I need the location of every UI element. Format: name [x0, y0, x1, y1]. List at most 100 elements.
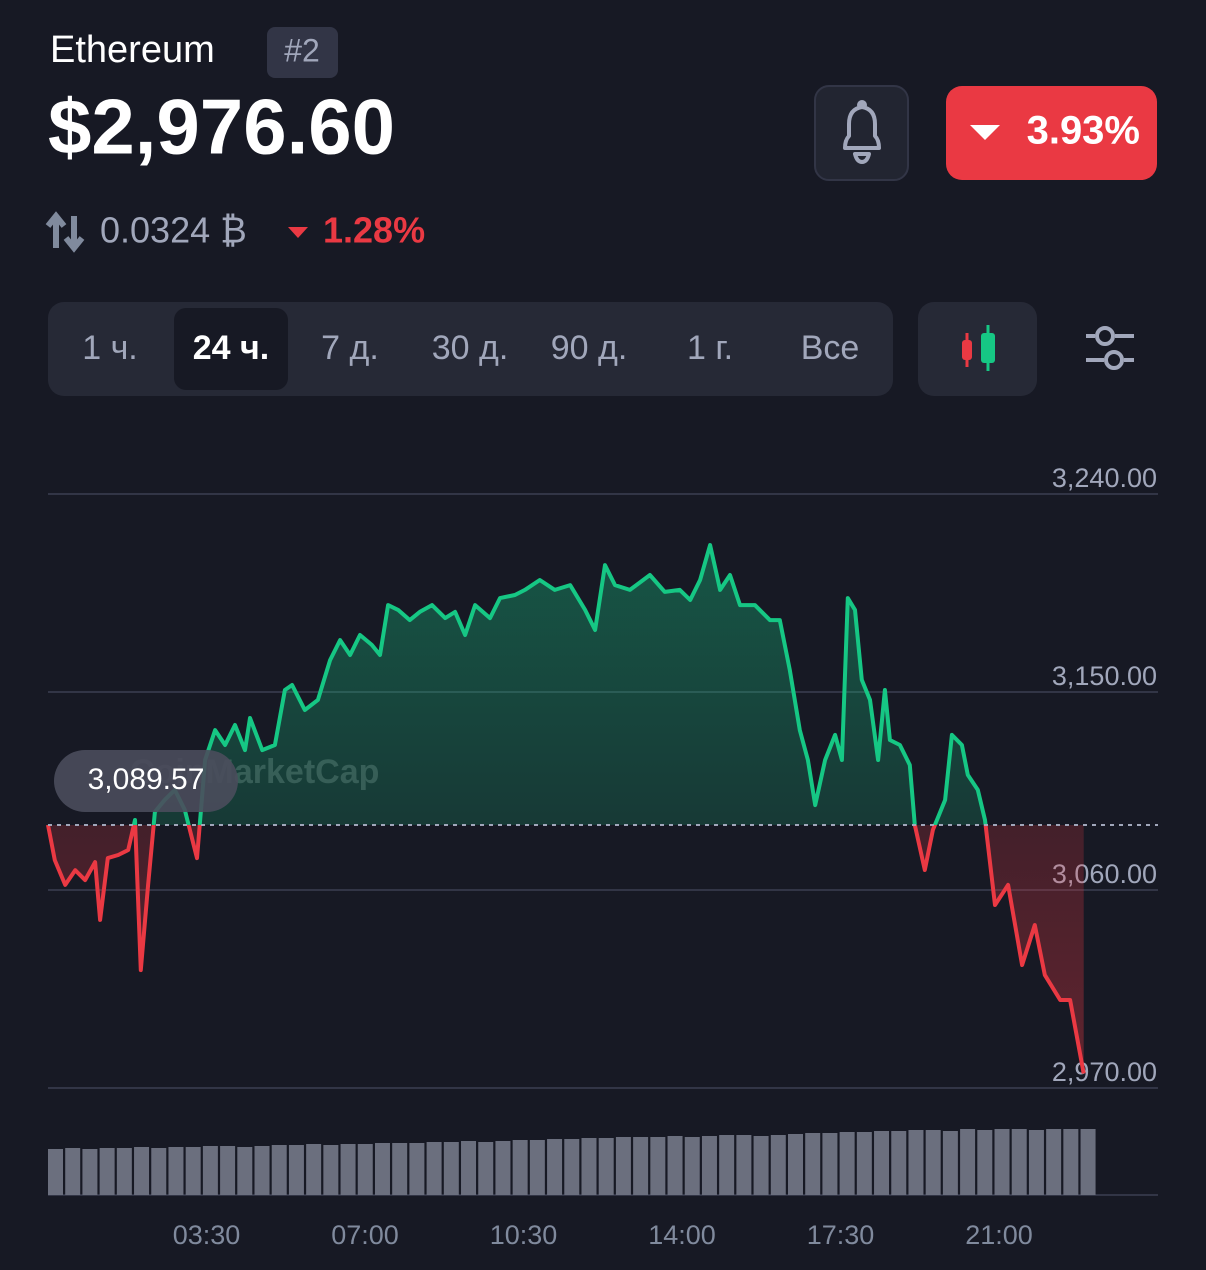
tab[interactable]: 24 ч. — [174, 308, 288, 390]
volume-bar — [1063, 1129, 1079, 1195]
x-tick-label: 21:00 — [965, 1220, 1033, 1250]
volume-bar — [960, 1129, 976, 1195]
tab[interactable]: Все — [801, 329, 860, 367]
tab[interactable]: 90 д. — [551, 329, 628, 367]
volume-bar — [615, 1137, 631, 1195]
volume-bar — [478, 1142, 494, 1195]
volume-bar — [271, 1145, 287, 1195]
volume-bar — [82, 1149, 98, 1195]
volume-bar — [581, 1138, 597, 1195]
badge-bg — [946, 86, 1157, 180]
volume-bar — [598, 1138, 614, 1195]
volume-bar — [306, 1144, 322, 1195]
tab-label: 90 д. — [551, 329, 628, 367]
volume-bar — [839, 1132, 855, 1195]
volume-bar — [753, 1136, 769, 1195]
volume-bar — [684, 1137, 700, 1195]
y-tick-label: 2,970.00 — [1052, 1057, 1157, 1087]
x-tick-label: 10:30 — [490, 1220, 558, 1250]
tab[interactable]: 1 ч. — [82, 329, 138, 367]
down-triangle — [970, 125, 1000, 140]
down-triangle — [288, 227, 308, 238]
volume-bar — [202, 1146, 218, 1195]
price: $2,976.60 — [48, 83, 395, 171]
volume-bar — [340, 1144, 356, 1195]
rank-badge — [267, 27, 338, 78]
volume-bar — [495, 1141, 511, 1195]
volume-bar — [788, 1134, 803, 1195]
volume-bar — [1011, 1129, 1027, 1195]
volume-bar — [409, 1143, 425, 1195]
x-tick-label: 17:30 — [807, 1220, 875, 1250]
volume-bar — [633, 1137, 649, 1195]
tab-active-bg — [174, 308, 288, 390]
settings-button[interactable] — [1086, 326, 1134, 370]
tab-label: Все — [801, 329, 860, 367]
tab-label: 1 ч. — [82, 329, 138, 367]
volume-bar — [99, 1148, 115, 1195]
volume-bar — [116, 1148, 132, 1195]
volume-bar — [357, 1144, 373, 1195]
volume-bar — [736, 1135, 752, 1195]
volume-bar — [891, 1131, 907, 1195]
volume-bar — [1046, 1129, 1062, 1195]
volume-bar — [822, 1133, 838, 1195]
coin-name: Ethereum — [50, 29, 215, 71]
volume-bar — [288, 1145, 304, 1195]
volume-bar — [667, 1136, 683, 1195]
tab-label: 7 д. — [321, 329, 379, 367]
volume-bar — [237, 1147, 253, 1195]
volume-bar — [134, 1147, 150, 1195]
volume-bar — [374, 1143, 390, 1195]
candle-body — [981, 333, 995, 363]
area-up — [48, 545, 986, 825]
swap-icon — [45, 211, 85, 253]
x-tick-label: 07:00 — [331, 1220, 399, 1250]
rank: #2 — [284, 32, 320, 68]
tab[interactable]: 30 д. — [432, 329, 509, 367]
slider-knob — [1104, 350, 1124, 370]
volume-bar — [856, 1132, 872, 1195]
line-up — [47, 543, 988, 825]
slider-knob — [1095, 326, 1115, 346]
button-bg — [918, 302, 1037, 396]
chart-type-button[interactable] — [918, 302, 1037, 396]
volume-bar — [547, 1139, 563, 1195]
tab[interactable]: 1 г. — [687, 329, 733, 367]
volume-bar — [650, 1137, 666, 1195]
volume-bar — [220, 1146, 236, 1195]
y-tick-label: 3,240.00 — [1052, 463, 1157, 493]
volume-bar — [512, 1140, 528, 1195]
volume-bar — [701, 1136, 717, 1195]
change-badge[interactable]: 3.93% — [946, 86, 1157, 180]
volume-bar — [48, 1149, 63, 1195]
volume-bar — [323, 1145, 339, 1195]
baseline-label: 3,089.57 — [88, 763, 205, 796]
volume-bar — [925, 1130, 941, 1195]
x-tick-label: 14:00 — [648, 1220, 716, 1250]
y-tick-label: 3,150.00 — [1052, 661, 1157, 691]
btc-change: 1.28% — [323, 210, 425, 251]
volume-bar — [908, 1130, 924, 1195]
volume-bar — [529, 1140, 545, 1195]
btc-price: 0.0324 ₿ — [100, 210, 247, 251]
candle-body — [962, 340, 972, 360]
volume-bar — [1080, 1129, 1096, 1195]
volume-bar — [719, 1135, 735, 1195]
tab-label: 1 г. — [687, 329, 733, 367]
tab[interactable]: 7 д. — [321, 329, 379, 367]
volume-bar — [564, 1139, 580, 1195]
volume-bar — [168, 1147, 184, 1195]
line-down — [46, 824, 1086, 1074]
volume-bar — [942, 1131, 958, 1195]
change-24h: 3.93% — [1027, 109, 1140, 153]
baseline-bubble — [54, 749, 238, 812]
tab-label: 24 ч. — [193, 329, 269, 367]
volume-bar — [770, 1135, 786, 1195]
volume-bar — [874, 1131, 890, 1195]
volume-bar — [977, 1130, 993, 1195]
slider-lines — [1086, 334, 1134, 362]
alert-button[interactable] — [814, 85, 909, 181]
